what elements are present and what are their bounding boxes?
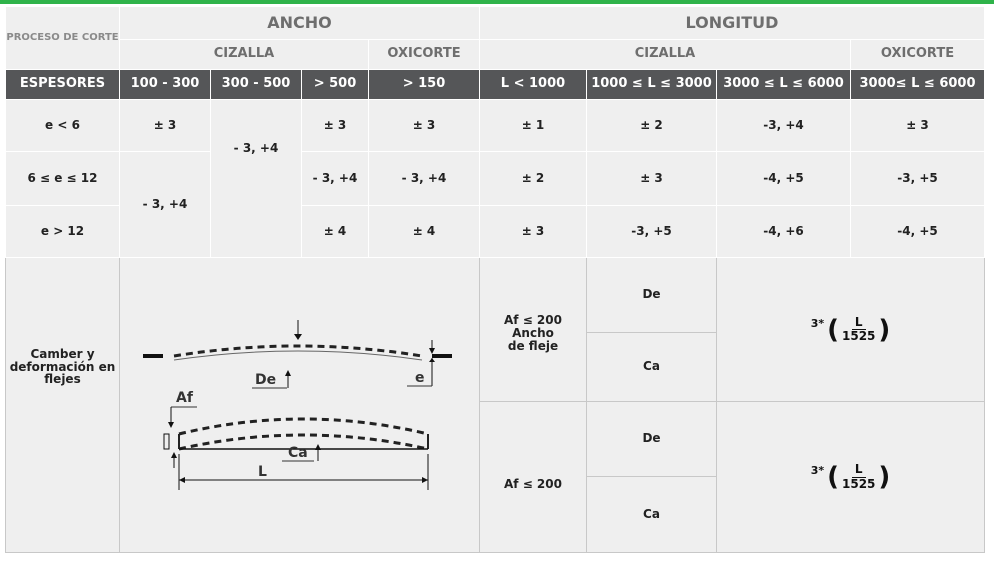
cell-value: -3, +5 <box>850 151 985 206</box>
row-label-e-lt6: e < 6 <box>5 99 120 152</box>
cell-value: ± 4 <box>368 205 480 258</box>
col-long-lt1000: L < 1000 <box>479 69 587 100</box>
longitud-header: LONGITUD <box>479 6 985 40</box>
espesores-header: ESPESORES <box>5 69 120 100</box>
cell-value: ± 3 <box>586 151 717 206</box>
cell-value: -3, +5 <box>586 205 717 258</box>
l-arrowhead-right <box>421 477 428 484</box>
cell-value: -4, +5 <box>850 205 985 258</box>
cell-value: ± 3 <box>368 99 480 152</box>
row-label-e-gt12: e > 12 <box>5 205 120 258</box>
formula-cell-2: 3* ( L 1525 ) <box>716 401 985 553</box>
longitud-oxicorte-header: OXICORTE <box>850 39 985 70</box>
af-cell-2: Af ≤ 200 <box>479 401 587 553</box>
col-ancho-300-500: 300 - 500 <box>210 69 302 100</box>
cell-value: -4, +5 <box>716 151 851 206</box>
af-arrowhead-bottom <box>170 452 177 459</box>
cell-value: ± 2 <box>479 151 587 206</box>
af-ancho-fleje-label: Af ≤ 200 Ancho de fleje <box>504 313 562 354</box>
proceso-header: PROCESO DE CORTE <box>5 6 120 70</box>
af-arrowhead <box>167 422 174 429</box>
cell-value: ± 2 <box>586 99 717 152</box>
camber-label-cell: Camber y deformación en flejes <box>5 257 120 553</box>
col-ancho-gt500: > 500 <box>301 69 369 100</box>
de-cell-2: De <box>586 401 717 477</box>
tolerance-table: PROCESO DE CORTE ANCHO LONGITUD CIZALLA … <box>5 6 985 553</box>
cell-value: -4, +6 <box>716 205 851 258</box>
strip2-curve-top <box>178 417 428 436</box>
cell-value: ± 3 <box>301 99 369 152</box>
diagram-label-ca: Ca <box>288 445 308 461</box>
diagram-label-de: De <box>255 372 276 388</box>
de-arrowhead-down <box>293 334 302 341</box>
cell-value: - 3, +4 <box>368 151 480 206</box>
formula-coef: 3* <box>810 464 825 478</box>
row-label-e-6-12: 6 ≤ e ≤ 12 <box>5 151 120 206</box>
cell-value: - 3, +4 <box>233 141 279 155</box>
e-arrowhead-top <box>428 348 435 355</box>
de-cell-1: De <box>586 257 717 333</box>
col-ancho-100-300: 100 - 300 <box>119 69 211 100</box>
cell-value: - 3, +4 <box>301 151 369 206</box>
af-ancho-fleje-cell: Af ≤ 200 Ancho de fleje <box>479 257 587 402</box>
longitud-cizalla-header: CIZALLA <box>479 39 851 70</box>
de-arrowhead-up <box>284 370 291 377</box>
cell-300-500-group: - 3, +4 <box>210 99 302 258</box>
formula-cell-1: 3* ( L 1525 ) <box>716 257 985 402</box>
col-long-3000-6000-cizalla: 3000 ≤ L ≤ 6000 <box>716 69 851 100</box>
formula-1: 3* ( L 1525 ) <box>810 314 891 345</box>
diagram-label-l: L <box>258 464 267 480</box>
ancho-oxicorte-header: OXICORTE <box>368 39 480 70</box>
cell-value: - 3, +4 <box>119 151 211 258</box>
af-label-2: Af ≤ 200 <box>504 477 562 491</box>
cell-value: ± 1 <box>479 99 587 152</box>
diagram-label-e: e <box>415 370 425 386</box>
cell-value: -3, +4 <box>716 99 851 152</box>
camber-diagram-cell: De e Af <box>119 257 480 553</box>
ca-arrowhead-up <box>314 444 321 451</box>
strip2-curve-bottom <box>178 433 428 451</box>
formula-2: 3* ( L 1525 ) <box>810 462 891 492</box>
proceso-label: PROCESO DE CORTE <box>6 31 119 43</box>
e-arrowhead-bottom <box>428 358 435 363</box>
camber-diagram: De e Af <box>142 320 452 491</box>
formula-fraction: L 1525 <box>842 462 876 491</box>
col-ancho-gt150: > 150 <box>368 69 480 100</box>
cell-value: ± 4 <box>301 205 369 258</box>
ca-cell-1: Ca <box>586 332 717 402</box>
ancho-cizalla-header: CIZALLA <box>119 39 369 70</box>
strip-curve-inner <box>173 350 422 361</box>
diagram-label-af: Af <box>176 390 194 406</box>
ca-cell-2: Ca <box>586 476 717 553</box>
col-long-3000-6000-oxicorte: 3000≤ L ≤ 6000 <box>850 69 985 100</box>
strip-curve-top <box>173 344 422 358</box>
strip-end-marker <box>163 433 169 450</box>
top-accent-bar <box>0 0 994 4</box>
l-arrowhead-left <box>178 477 185 484</box>
formula-coef: 3* <box>810 316 825 330</box>
cell-value: ± 3 <box>119 99 211 152</box>
formula-fraction: L 1525 <box>842 314 876 343</box>
col-long-1000-3000: 1000 ≤ L ≤ 3000 <box>586 69 717 100</box>
cell-value: ± 3 <box>479 205 587 258</box>
camber-label: Camber y deformación en flejes <box>9 347 116 387</box>
cell-value: ± 3 <box>850 99 985 152</box>
ancho-header: ANCHO <box>119 6 480 40</box>
